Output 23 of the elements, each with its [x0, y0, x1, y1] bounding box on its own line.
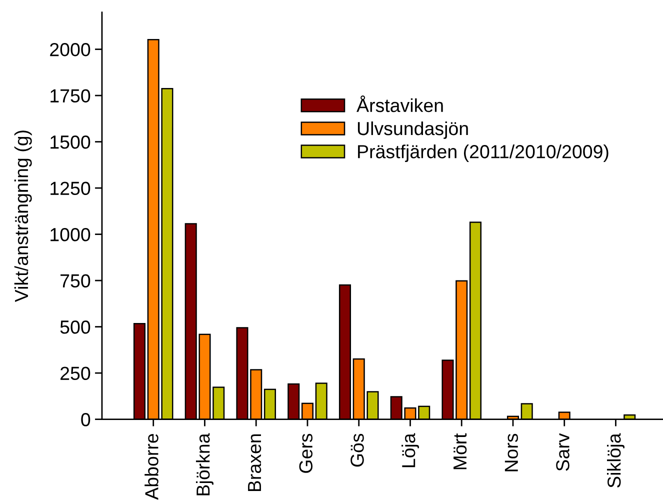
x-tick-label: Braxen	[248, 434, 262, 492]
legend-label: Årstaviken	[356, 96, 443, 112]
x-tick-label: Gös	[350, 434, 364, 467]
x-tick-label: Sarv	[556, 433, 570, 471]
y-tick-label: 1250	[50, 182, 90, 196]
legend-label: Prästfjärden (2011/2010/2009)	[358, 144, 608, 162]
x-tick-label: Mört	[454, 433, 467, 470]
x-tick-label: Löja	[401, 433, 419, 468]
y-tick-label: 2000	[50, 42, 90, 56]
y-tick-label: 500	[60, 320, 90, 334]
y-tick-label: 1750	[50, 89, 90, 103]
x-tick-label: Nors	[504, 434, 518, 472]
y-tick-label: 0	[81, 412, 90, 426]
x-tick-label: Abborre	[144, 434, 158, 500]
legend-label: Ulvsundasjön	[358, 121, 468, 139]
y-tick-label: 1000	[50, 228, 90, 242]
y-tick-label: 1500	[50, 135, 90, 149]
x-tick-label: Gers	[299, 434, 313, 473]
y-tick-label: 750	[60, 274, 90, 288]
y-tick-label: 250	[60, 366, 90, 380]
x-tick-label: Siklöja	[606, 433, 624, 488]
x-tick-label: Björkna	[196, 433, 214, 496]
y-axis-title: Vikt/ansträngning (g)	[14, 130, 32, 302]
